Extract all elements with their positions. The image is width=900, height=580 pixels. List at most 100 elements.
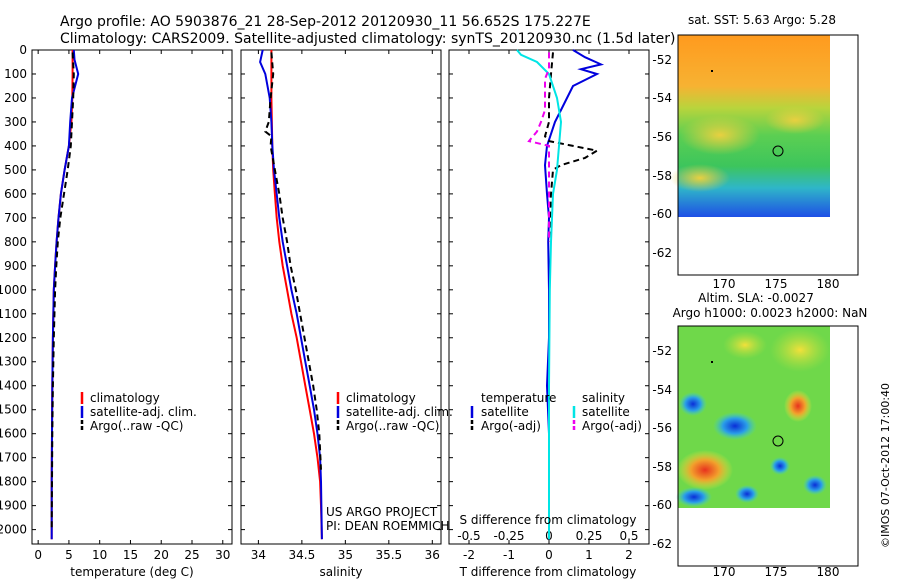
- legend-title-salinity: salinity: [582, 391, 625, 405]
- sla-lon-ticks: 170 175 180: [713, 565, 840, 579]
- y-tick-label: 1700: [0, 451, 27, 465]
- difference-lines: [516, 49, 605, 540]
- legend-label-satellite: satellite-adj. clim.: [346, 405, 453, 419]
- sst-lat-ticks: -52 -54 -56 -58 -60 -62: [652, 53, 672, 260]
- lat-tick: -62: [652, 537, 672, 551]
- lat-tick: -62: [652, 246, 672, 260]
- sla-low: [713, 412, 757, 440]
- sla-low: [676, 487, 712, 507]
- y-tick-label: 1200: [0, 331, 27, 345]
- legend-label-satellite: satellite-adj. clim.: [90, 405, 197, 419]
- legend-label-climatology: climatology: [346, 391, 416, 405]
- salinity-legend: climatology satellite-adj. clim. Argo(..…: [336, 391, 453, 433]
- y-tick-label: 1900: [0, 499, 27, 513]
- y-tick-label: 900: [4, 259, 27, 273]
- legend-label-climatology: climatology: [90, 391, 160, 405]
- float-position-marker: [772, 145, 784, 157]
- depth-axis: 0 100 200 300 400 500 600 700 800 900 1000 1100 1200…: [0, 43, 232, 537]
- sst-lon-ticks: 170 175 180: [713, 277, 840, 291]
- difference-x-axis: -2 -1 0 1 2: [463, 50, 633, 562]
- lon-tick: 170: [713, 277, 736, 291]
- y-tick-label: 600: [4, 187, 27, 201]
- lon-tick: 175: [765, 277, 788, 291]
- s-tick-label: 0.25: [576, 529, 603, 543]
- x-tick-label: 0: [545, 548, 553, 562]
- series-t-satellite: [543, 49, 605, 540]
- temperature-legend: climatology satellite-adj. clim. Argo(..…: [80, 391, 197, 433]
- sla-low: [679, 392, 707, 416]
- y-tick-label: 700: [4, 211, 27, 225]
- legend-label-argo: Argo(..raw -QC): [90, 419, 183, 433]
- y-tick-label: 1100: [0, 307, 27, 321]
- y-tick-label: 1600: [0, 427, 27, 441]
- legend-label-argo: Argo(..raw -QC): [346, 419, 439, 433]
- s-tick-label: -0.25: [493, 529, 524, 543]
- x-tick-label: 25: [184, 548, 199, 562]
- sla-high: [770, 328, 830, 372]
- series-s-satellite: [516, 49, 563, 540]
- lat-tick: -54: [652, 91, 672, 105]
- sst-map-blank: [678, 217, 858, 275]
- legend-title-temperature: temperature: [481, 391, 556, 405]
- x-tick-label: 35: [338, 548, 353, 562]
- sst-map: sat. SST: 5.63 Argo: 5.28 -52 -54 -56 -5…: [652, 13, 859, 291]
- y-tick-label: 400: [4, 139, 27, 153]
- series-t-argo-adj-: [543, 52, 600, 242]
- legend-label-t-argo: Argo(-adj): [481, 419, 541, 433]
- series-s-argo-adj-: [527, 52, 550, 242]
- lat-tick: -56: [652, 421, 672, 435]
- lat-tick: -56: [652, 130, 672, 144]
- x-tick-label: 10: [92, 548, 107, 562]
- x-tick-label: -2: [463, 548, 475, 562]
- lat-tick: -52: [652, 344, 672, 358]
- difference-xlabel: T difference from climatology: [459, 565, 637, 579]
- temperature-lines: [50, 49, 80, 540]
- x-tick-label: 15: [123, 548, 138, 562]
- legend-label-s-argo: Argo(-adj): [582, 419, 642, 433]
- sla-low: [735, 485, 759, 503]
- series-argo-raw-qc-: [264, 52, 322, 470]
- salinity-x-axis: 34 34.5 35 35.5 36: [251, 50, 440, 562]
- float-position-marker: [772, 435, 784, 447]
- y-tick-label: 1800: [0, 475, 27, 489]
- difference-legend: temperature salinity satellite Argo(-adj…: [470, 391, 642, 433]
- x-tick-label: 35.5: [375, 548, 402, 562]
- y-tick-label: 1400: [0, 379, 27, 393]
- x-tick-label: 1: [585, 548, 593, 562]
- lat-tick: -60: [652, 207, 672, 221]
- x-tick-label: -1: [503, 548, 515, 562]
- salinity-depth-ticks: [241, 49, 441, 531]
- difference-top-label: S difference from climatology: [460, 513, 637, 527]
- map-dot: [711, 361, 713, 363]
- lon-tick: 170: [713, 565, 736, 579]
- map-dot: [711, 70, 713, 72]
- footer-stamp: ©IMOS 07-Oct-2012 17:00:40: [879, 383, 892, 548]
- x-tick-label: 2: [625, 548, 633, 562]
- lat-tick: -58: [652, 460, 672, 474]
- lat-tick: -54: [652, 383, 672, 397]
- sst-warm-patch: [670, 164, 730, 192]
- y-tick-label: 0: [19, 43, 27, 57]
- sla-low: [803, 475, 827, 495]
- salinity-lines: [259, 49, 323, 540]
- x-tick-label: 34.5: [289, 548, 316, 562]
- y-tick-label: 2000: [0, 523, 27, 537]
- sla-map-blank: [678, 508, 858, 566]
- sla-high: [723, 331, 767, 359]
- x-tick-label: 30: [215, 548, 230, 562]
- x-tick-label: 5: [65, 548, 73, 562]
- sla-map-border: [677, 325, 859, 567]
- salinity-axes-frame: [240, 49, 442, 545]
- x-tick-label: 0: [34, 548, 42, 562]
- sla-high: [784, 390, 812, 422]
- series-climatology: [270, 50, 323, 540]
- header-line1: Argo profile: AO 5903876_21 28-Sep-2012 …: [60, 14, 591, 30]
- y-tick-label: 1500: [0, 403, 27, 417]
- temperature-axes-frame: [31, 49, 233, 545]
- sla-map-title: Altim. SLA: -0.0027: [698, 291, 814, 305]
- lon-tick: 180: [817, 565, 840, 579]
- lat-tick: -60: [652, 498, 672, 512]
- y-tick-label: 500: [4, 163, 27, 177]
- sst-warm-patch: [765, 106, 825, 134]
- sla-low: [770, 457, 790, 475]
